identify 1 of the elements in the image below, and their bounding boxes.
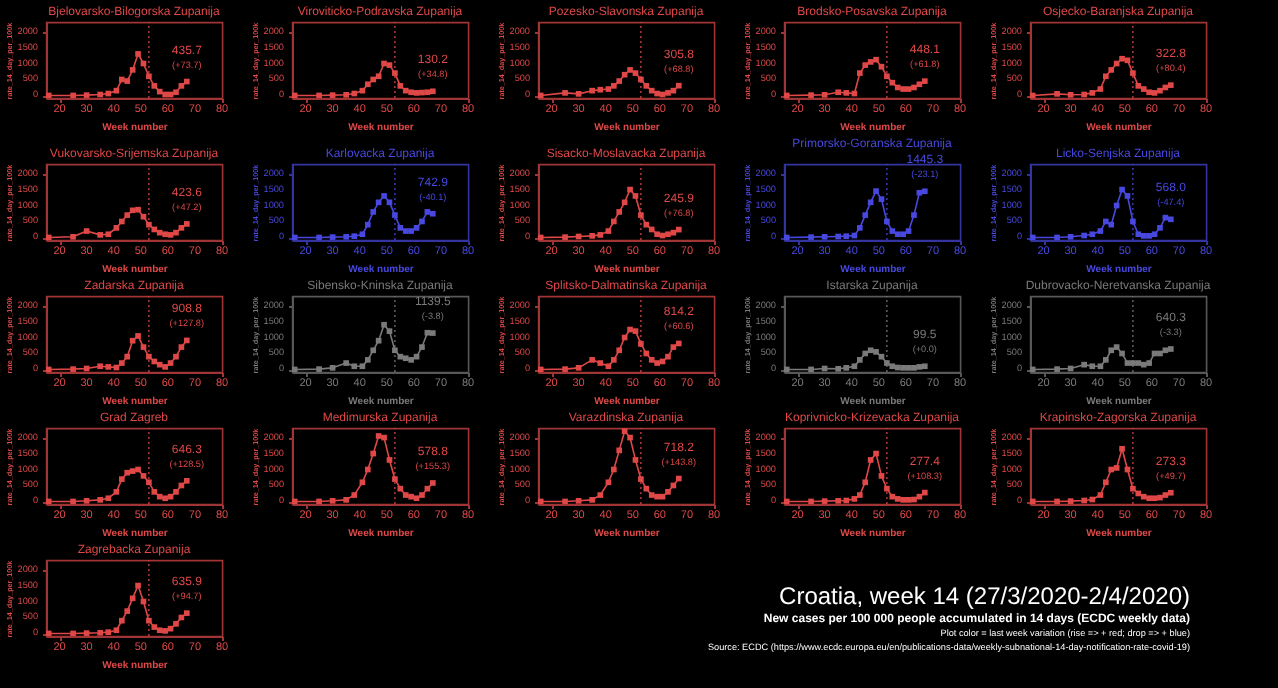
text: Croatia, week 14 (27/3/2020-2/4/2020) bbox=[779, 582, 1190, 610]
